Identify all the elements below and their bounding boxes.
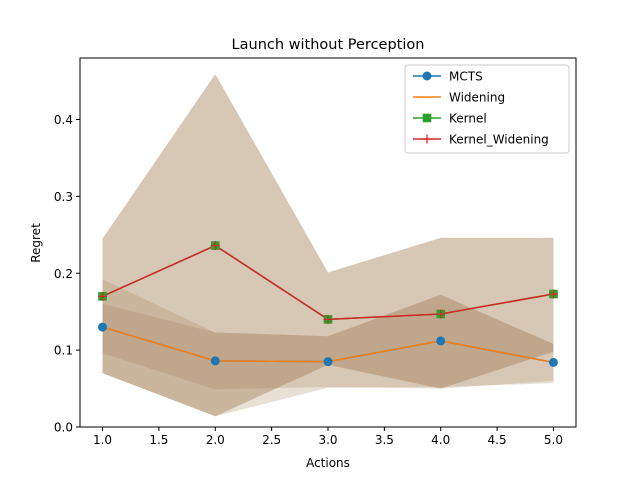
data-point-0-1 [210,356,220,366]
data-point-0-4 [548,357,558,367]
legend-marker-3 [422,134,432,144]
data-point-3-4 [548,289,558,299]
x-tick-label-6: 4.0 [431,433,450,447]
confidence-band-3 [102,74,554,417]
confidence-bands [102,74,554,417]
legend-marker-0 [422,71,432,81]
data-point-0-3 [436,336,446,346]
legend-label-2: Kernel [449,112,487,126]
confidence-band-2 [102,74,554,417]
x-tick-label-8: 5.0 [544,433,563,447]
legend-label-1: Widening [449,91,505,105]
data-point-3-3 [436,309,446,319]
series-markers [98,241,558,367]
x-tick-label-5: 3.5 [375,433,394,447]
x-tick-label-0: 1.0 [93,433,112,447]
data-point-0-0 [98,322,108,332]
legend-marker-2 [422,113,432,123]
legend-label-3: Kernel_Widening [449,133,549,147]
legend-box [404,64,570,154]
x-axis-label: Actions [306,456,350,470]
x-tick-label-3: 2.5 [262,433,281,447]
legend: MCTS Widening Kernel Kernel_Widening [404,64,570,154]
y-tick-label-3: 0.3 [54,190,73,204]
y-tick-label-0: 0.0 [54,421,73,435]
x-tick-label-1: 1.5 [149,433,168,447]
x-tick-label-2: 2.0 [206,433,225,447]
y-tick-label-2: 0.2 [54,267,73,281]
data-point-3-2 [323,314,333,324]
chart-title: Launch without Perception [232,37,425,53]
y-axis-ticks: 0.0 0.1 0.2 0.3 0.4 [54,113,80,435]
data-point-0-2 [323,357,333,367]
data-point-3-1 [210,241,220,251]
y-axis-label: Regret [29,223,43,263]
legend-label-0: MCTS [449,70,483,84]
y-tick-label-4: 0.4 [54,113,73,127]
x-tick-label-4: 3.0 [318,433,337,447]
x-tick-label-7: 4.5 [488,433,507,447]
y-tick-label-1: 0.1 [54,344,73,358]
data-point-3-0 [98,291,108,301]
x-axis-ticks: 1.0 1.5 2.0 2.5 3.0 3.5 4.0 4.5 5.0 [93,427,563,447]
